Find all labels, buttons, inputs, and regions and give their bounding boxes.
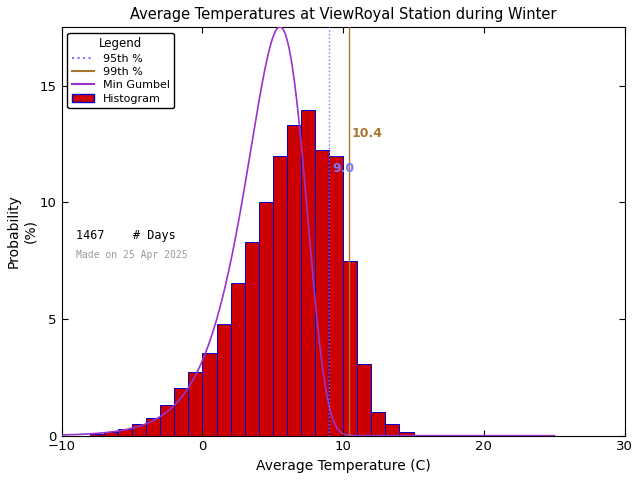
Legend: 95th %, 99th %, Min Gumbel, Histogram: 95th %, 99th %, Min Gumbel, Histogram (67, 33, 174, 108)
Bar (315, 150, 329, 436)
X-axis label: Average Temperature (C): Average Temperature (C) (256, 459, 431, 473)
Bar (244, 242, 259, 436)
Bar (118, 429, 132, 436)
Bar (230, 283, 244, 436)
Text: 9.0: 9.0 (332, 162, 354, 175)
Bar (399, 432, 413, 436)
Bar (385, 424, 399, 436)
Bar (287, 125, 301, 436)
Bar (160, 405, 174, 436)
Text: Made on 25 Apr 2025: Made on 25 Apr 2025 (76, 250, 188, 260)
Bar (146, 418, 160, 436)
Bar (90, 434, 104, 436)
Bar (357, 364, 371, 436)
Bar (174, 388, 188, 436)
Bar (104, 432, 118, 436)
Text: 10.4: 10.4 (351, 127, 383, 140)
Bar (343, 261, 357, 436)
Bar (188, 372, 202, 436)
Bar (329, 156, 343, 436)
Text: 1467    # Days: 1467 # Days (76, 229, 175, 242)
Bar (202, 353, 216, 436)
Bar (301, 110, 315, 436)
Title: Average Temperatures at ViewRoyal Station during Winter: Average Temperatures at ViewRoyal Statio… (130, 7, 556, 22)
Bar (273, 156, 287, 436)
Bar (132, 424, 146, 436)
Y-axis label: Probability
(%): Probability (%) (7, 194, 37, 268)
Bar (216, 324, 230, 436)
Bar (371, 412, 385, 436)
Bar (259, 202, 273, 436)
